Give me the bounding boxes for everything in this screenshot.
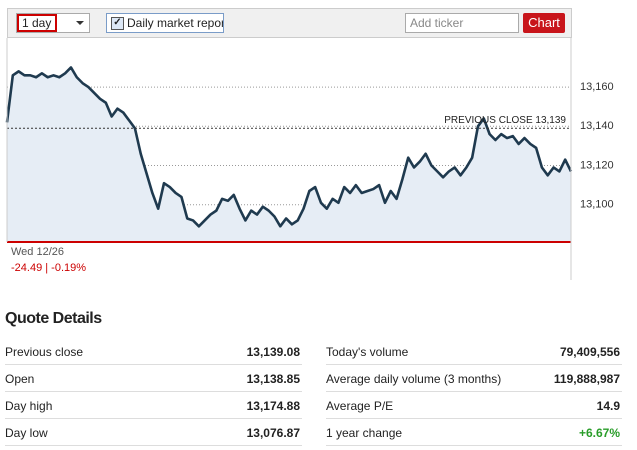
quote-label: Today's volume: [326, 345, 409, 359]
quote-value: 119,888,987: [553, 372, 620, 386]
previous-close-label: PREVIOUS CLOSE 13,139: [444, 115, 566, 126]
quote-row: Day high 13,174.88: [5, 393, 302, 419]
quote-value: 13,139.08: [246, 345, 300, 359]
chart: Wed 12/26 -24.49 | -0.19% 13,100 13,120 13…: [5, 38, 614, 280]
y-tick-label: 13,160: [580, 81, 614, 93]
quote-value: 13,076.87: [246, 426, 300, 440]
period-select[interactable]: 1 day: [16, 13, 90, 33]
y-tick-label: 13,100: [580, 199, 614, 211]
checkbox-label: Daily market report: [127, 16, 224, 30]
quote-row: 1 year change +6.67%: [326, 420, 622, 446]
section-title: Quote Details: [5, 310, 102, 327]
quote-label: Open: [5, 372, 35, 386]
quote-value: 13,174.88: [246, 399, 300, 413]
price-line: [5, 66, 573, 228]
y-tick-label: 13,140: [580, 120, 614, 132]
date-label: Wed 12/26: [11, 246, 64, 258]
quote-row: Day low 13,076.87: [5, 420, 302, 446]
quote-row: Previous close 13,139.08: [5, 339, 302, 365]
chart-button[interactable]: Chart: [523, 13, 565, 33]
quote-row: Today's volume 79,409,556: [326, 339, 622, 365]
period-value: 1 day: [17, 14, 57, 32]
quote-value: 79,409,556: [559, 345, 620, 359]
quote-label: Day low: [5, 426, 48, 440]
area-fill: [7, 67, 571, 242]
quote-label: Average daily volume (3 months): [326, 372, 502, 386]
quote-label: 1 year change: [326, 426, 403, 440]
quote-label: Day high: [5, 399, 53, 413]
quote-row: Average P/E 14.9: [326, 393, 622, 419]
ticker-input[interactable]: Add ticker: [405, 13, 519, 33]
quote-row: Average daily volume (3 months) 119,888,9…: [326, 366, 622, 392]
dropdown-arrow: [76, 21, 84, 29]
change-label: -24.49 | -0.19%: [11, 262, 86, 274]
quote-row: Open 13,138.85: [5, 366, 302, 392]
quote-label: Average P/E: [326, 399, 394, 413]
y-tick-label: 13,120: [580, 159, 614, 171]
report-checkbox[interactable]: ✓ Daily market report: [106, 13, 224, 33]
quote-value: 13,138.85: [246, 372, 300, 386]
quote-value: 14.9: [596, 399, 620, 413]
checkbox: ✓: [111, 17, 124, 30]
quote-label: Previous close: [5, 345, 84, 359]
quote-value: +6.67%: [578, 426, 620, 440]
